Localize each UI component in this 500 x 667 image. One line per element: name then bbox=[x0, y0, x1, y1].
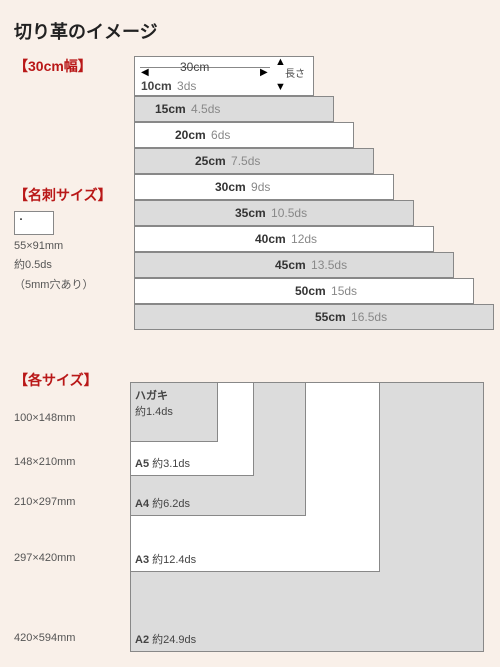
stair-label: 15cm 4.5ds bbox=[155, 102, 220, 116]
size-box-label: A4 約6.2ds bbox=[135, 495, 190, 511]
size-dim-label: 420×594mm bbox=[14, 632, 75, 644]
stair-label: 35cm 10.5ds bbox=[235, 206, 307, 220]
sizes-section: 【各サイズ】 bbox=[14, 370, 98, 396]
size-box-label: A5 約3.1ds bbox=[135, 455, 190, 471]
stair-row: 25cm 7.5ds bbox=[134, 148, 374, 174]
stair-label: 30cm 9ds bbox=[215, 180, 270, 194]
card-section: 【名刺サイズ】 ・ 55×91mm 約0.5ds （5mm穴あり） bbox=[14, 185, 124, 293]
stair-label: 40cm 12ds bbox=[255, 232, 317, 246]
card-dim: 55×91mm bbox=[14, 239, 124, 254]
size-dim-label: 148×210mm bbox=[14, 456, 75, 468]
size-dim-label: 100×148mm bbox=[14, 412, 75, 424]
stair-label: 50cm 15ds bbox=[295, 284, 357, 298]
stair-row: 45cm 13.5ds bbox=[134, 252, 454, 278]
width-text: 30cm bbox=[180, 60, 209, 74]
stair-row: 40cm 12ds bbox=[134, 226, 434, 252]
length-label: 長さ bbox=[285, 65, 305, 80]
stair-row: 50cm 15ds bbox=[134, 278, 474, 304]
card-ds: 約0.5ds bbox=[14, 258, 124, 273]
stair-row: 15cm 4.5ds bbox=[134, 96, 334, 122]
stair-row: 35cm 10.5ds bbox=[134, 200, 414, 226]
stair-row: 30cm 9ds bbox=[134, 174, 394, 200]
stair-top-row: ◀ 30cm ▶ ▲ 長さ ▼ 10cm 3ds bbox=[134, 56, 314, 96]
size-dim-label: 210×297mm bbox=[14, 496, 75, 508]
stair-row: 55cm 16.5ds bbox=[134, 304, 494, 330]
size-box-ハガキ: ハガキ約1.4ds bbox=[130, 382, 218, 442]
size-box-label: ハガキ約1.4ds bbox=[135, 387, 173, 419]
sizes-label: 【各サイズ】 bbox=[14, 370, 98, 390]
stair-row: 20cm 6ds bbox=[134, 122, 354, 148]
size-dim-label: 297×420mm bbox=[14, 552, 75, 564]
stair-label: 20cm 6ds bbox=[175, 128, 230, 142]
stair-label: 25cm 7.5ds bbox=[195, 154, 260, 168]
sizes-container: A2 約24.9ds420×594mmA3 約12.4ds297×420mmA4… bbox=[130, 382, 484, 652]
card-box: ・ bbox=[14, 211, 54, 235]
arrow-left-icon: ◀ bbox=[141, 67, 149, 78]
stair-label: 45cm 13.5ds bbox=[275, 258, 347, 272]
page-title: 切り革のイメージ bbox=[14, 18, 486, 44]
size-box-label: A2 約24.9ds bbox=[135, 631, 196, 647]
section-30cm-label: 【30cm幅】 bbox=[14, 56, 92, 76]
card-note: （5mm穴あり） bbox=[14, 278, 124, 293]
card-label: 【名刺サイズ】 bbox=[14, 185, 124, 205]
size-box-label: A3 約12.4ds bbox=[135, 551, 196, 567]
arrow-down-icon: ▼ bbox=[275, 81, 286, 93]
stair-container: ◀ 30cm ▶ ▲ 長さ ▼ 10cm 3ds 15cm 4.5ds 20cm … bbox=[134, 56, 494, 346]
arrow-right-icon: ▶ bbox=[260, 67, 268, 78]
stair-label: 55cm 16.5ds bbox=[315, 310, 387, 324]
